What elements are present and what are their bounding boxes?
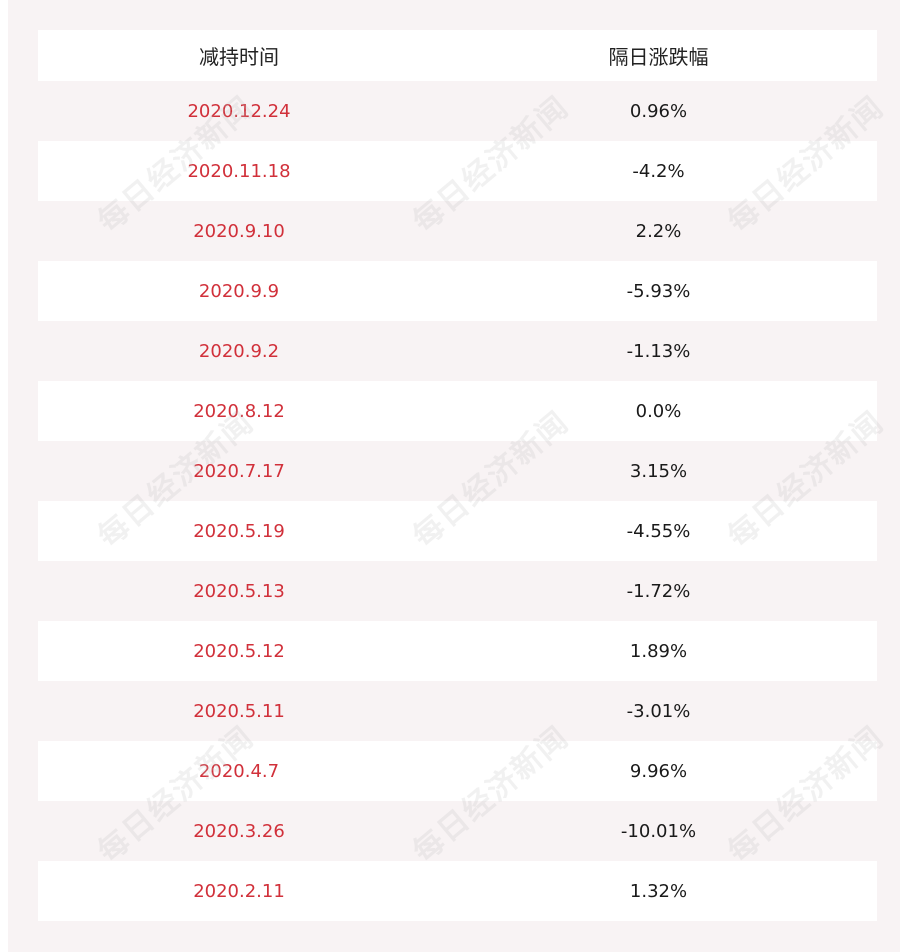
change-cell: -1.72% bbox=[626, 580, 691, 602]
table-row: 2020.7.17 3.15% bbox=[38, 441, 877, 501]
sell-date-cell: 2020.9.9 bbox=[198, 280, 280, 302]
table-header-row: 减持时间 隔日涨跌幅 bbox=[38, 30, 877, 81]
sell-date-cell: 2020.5.19 bbox=[193, 520, 285, 542]
change-cell: 2.2% bbox=[635, 220, 682, 242]
table-row: 2020.8.12 0.0% bbox=[38, 381, 877, 441]
sell-date-cell: 2020.9.10 bbox=[193, 220, 285, 242]
table-row: 2020.5.11 -3.01% bbox=[38, 681, 877, 741]
sell-date-cell: 2020.5.13 bbox=[193, 580, 285, 602]
sell-date-cell: 2020.8.12 bbox=[193, 400, 285, 422]
header-sell-date: 减持时间 bbox=[199, 45, 279, 69]
change-cell: 1.89% bbox=[629, 640, 688, 662]
table-row: 2020.5.19 -4.55% bbox=[38, 501, 877, 561]
sell-date-cell: 2020.5.11 bbox=[193, 700, 285, 722]
table-row: 2020.3.26 -10.01% bbox=[38, 801, 877, 861]
header-next-day-change: 隔日涨跌幅 bbox=[608, 45, 709, 69]
sell-date-cell: 2020.4.7 bbox=[198, 760, 280, 782]
sell-date-cell: 2020.3.26 bbox=[193, 820, 285, 842]
change-cell: 0.0% bbox=[635, 400, 682, 422]
change-cell: -1.13% bbox=[626, 340, 691, 362]
change-cell: -3.01% bbox=[626, 700, 691, 722]
table-row: 2020.11.18 -4.2% bbox=[38, 141, 877, 201]
table-row: 2020.5.12 1.89% bbox=[38, 621, 877, 681]
change-cell: -5.93% bbox=[626, 280, 691, 302]
change-cell: -10.01% bbox=[620, 820, 697, 842]
table-row: 2020.5.13 -1.72% bbox=[38, 561, 877, 621]
sell-down-table: 减持时间 隔日涨跌幅 2020.12.24 0.96% 2020.11.18 -… bbox=[38, 30, 877, 921]
sell-date-cell: 2020.2.11 bbox=[193, 880, 285, 902]
sell-date-cell: 2020.11.18 bbox=[187, 160, 291, 182]
sell-date-cell: 2020.9.2 bbox=[198, 340, 280, 362]
sell-date-cell: 2020.12.24 bbox=[187, 100, 291, 122]
change-cell: -4.55% bbox=[626, 520, 691, 542]
change-cell: 9.96% bbox=[629, 760, 688, 782]
sell-date-cell: 2020.7.17 bbox=[193, 460, 285, 482]
change-cell: -4.2% bbox=[632, 160, 685, 182]
table-row: 2020.9.2 -1.13% bbox=[38, 321, 877, 381]
change-cell: 0.96% bbox=[629, 100, 688, 122]
sell-date-cell: 2020.5.12 bbox=[193, 640, 285, 662]
table-row: 2020.2.11 1.32% bbox=[38, 861, 877, 921]
table-row: 2020.12.24 0.96% bbox=[38, 81, 877, 141]
table-row: 2020.9.10 2.2% bbox=[38, 201, 877, 261]
table-row: 2020.4.7 9.96% bbox=[38, 741, 877, 801]
change-cell: 3.15% bbox=[629, 460, 688, 482]
change-cell: 1.32% bbox=[629, 880, 688, 902]
table-row: 2020.9.9 -5.93% bbox=[38, 261, 877, 321]
